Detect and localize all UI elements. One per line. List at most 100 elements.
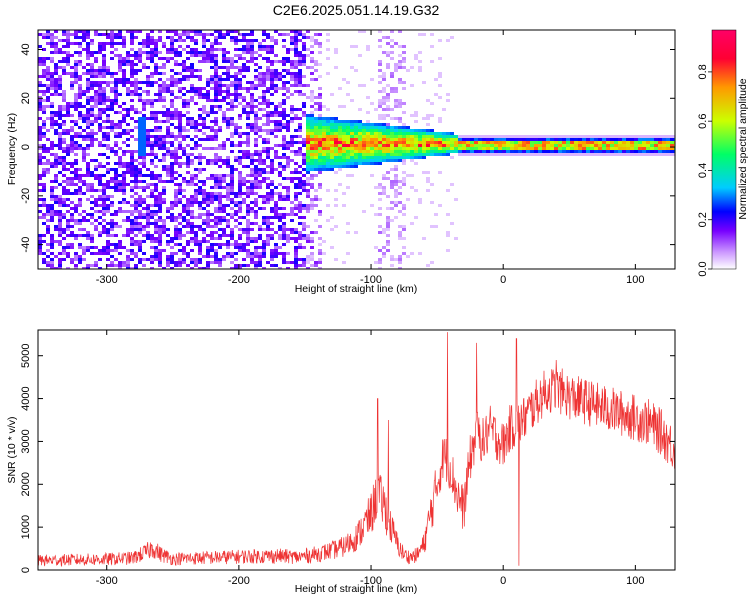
spectrogram-cell [638, 144, 642, 147]
spectrogram-cell [98, 84, 102, 87]
spectrogram-cell [238, 237, 242, 240]
spectrogram-cell [38, 105, 42, 108]
spectrogram-cell [406, 153, 410, 156]
spectrogram-cell [378, 231, 382, 234]
spectrogram-cell [206, 252, 210, 255]
spectrogram-cell [86, 249, 90, 252]
spectrogram-cell [262, 72, 266, 75]
spectrogram-cell [198, 240, 202, 243]
spectrogram-cell [46, 36, 50, 39]
spectrogram-cell [358, 126, 362, 129]
spectrogram-cell [242, 180, 246, 183]
spectrogram-cell [270, 63, 274, 66]
spectrogram-cell [54, 177, 58, 180]
spectrogram-cell [386, 141, 390, 144]
spectrogram-cell [174, 48, 178, 51]
spectrogram-cell [154, 48, 158, 51]
spectrogram-cell [122, 201, 126, 204]
spectrogram-cell [70, 162, 74, 165]
spectrogram-cell [58, 198, 62, 201]
spectrogram-cell [286, 87, 290, 90]
spectrogram-cell [254, 210, 258, 213]
spectrogram-cell [82, 267, 86, 269]
spectrogram-cell [218, 204, 222, 207]
spectrogram-cell [178, 81, 182, 84]
spectrogram-cell [402, 123, 406, 126]
spectrogram-cell [322, 123, 326, 126]
spectrogram-cell [150, 72, 154, 75]
spectrogram-cell [346, 81, 350, 84]
spectrogram-cell [194, 237, 198, 240]
spectrogram-cell [74, 51, 78, 54]
spectrogram-cell [286, 228, 290, 231]
spectrogram-cell [106, 114, 110, 117]
spectrogram-cell [150, 162, 154, 165]
spectrogram-cell [214, 255, 218, 258]
spectrogram-cell [66, 192, 70, 195]
spectrogram-cell [398, 138, 402, 141]
spectrogram-cell [226, 246, 230, 249]
spectrogram-cell [634, 153, 638, 156]
spectrogram-cell [298, 90, 302, 93]
spectrogram-cell [114, 141, 118, 144]
spectrogram-cell [142, 120, 146, 123]
spectrogram-cell [74, 258, 78, 261]
spectrogram-cell [58, 105, 62, 108]
spectrogram-cell [394, 159, 398, 162]
spectrogram-cell [46, 69, 50, 72]
spectrogram-cell [150, 99, 154, 102]
spectrogram-cell [122, 84, 126, 87]
spectrogram-cell [126, 87, 130, 90]
spectrogram-cell [98, 165, 102, 168]
spectrogram-cell [142, 39, 146, 42]
spectrogram-cell [186, 207, 190, 210]
spectrogram-cell [66, 57, 70, 60]
spectrogram-cell [262, 240, 266, 243]
spectrogram-cell [226, 78, 230, 81]
spectrogram-cell [230, 228, 234, 231]
spectrogram-cell [306, 255, 310, 258]
spectrogram-cell [386, 147, 390, 150]
spectrogram-cell [190, 120, 194, 123]
spectrogram-cell [402, 162, 406, 165]
spectrogram-cell [154, 255, 158, 258]
spectrogram-cell [286, 51, 290, 54]
spectrogram-cell [310, 231, 314, 234]
spectrogram-cell [310, 264, 314, 267]
spectrogram-cell [98, 123, 102, 126]
spectrogram-cell [138, 129, 142, 132]
spectrogram-cell [90, 237, 94, 240]
spectrogram-cell [318, 165, 322, 168]
spectrogram-cell [418, 66, 422, 69]
spectrogram-cell [274, 84, 278, 87]
spectrogram-cell [190, 36, 194, 39]
spectrogram-cell [290, 228, 294, 231]
spectrogram-cell [306, 177, 310, 180]
spectrogram-cell [398, 60, 402, 63]
spectrogram-cell [246, 141, 250, 144]
spectrogram-cell [138, 261, 142, 264]
spectrogram-cell [86, 57, 90, 60]
spectrogram-cell [210, 249, 214, 252]
spectrogram-cell [558, 141, 562, 144]
spectrogram-cell [230, 123, 234, 126]
spectrogram-cell [574, 153, 578, 156]
spectrogram-cell [138, 111, 142, 114]
spectrogram-cell [314, 69, 318, 72]
spectrogram-cell [178, 126, 182, 129]
spectrogram-cell [310, 240, 314, 243]
spectrogram-cell [150, 255, 154, 258]
spectrogram-cell [366, 162, 370, 165]
spectrogram-cell [386, 222, 390, 225]
spectrogram-cell [314, 126, 318, 129]
spectrogram-cell [310, 66, 314, 69]
spectrogram-cell [114, 213, 118, 216]
spectrogram-cell [294, 267, 298, 269]
spectrogram-cell [38, 159, 42, 162]
spectrogram-cell [150, 48, 154, 51]
spectrogram-cell [394, 87, 398, 90]
spectrogram-cell [254, 123, 258, 126]
spectrogram-cell [50, 93, 54, 96]
spectrogram-cell [258, 261, 262, 264]
spectrogram-cell [78, 234, 82, 237]
